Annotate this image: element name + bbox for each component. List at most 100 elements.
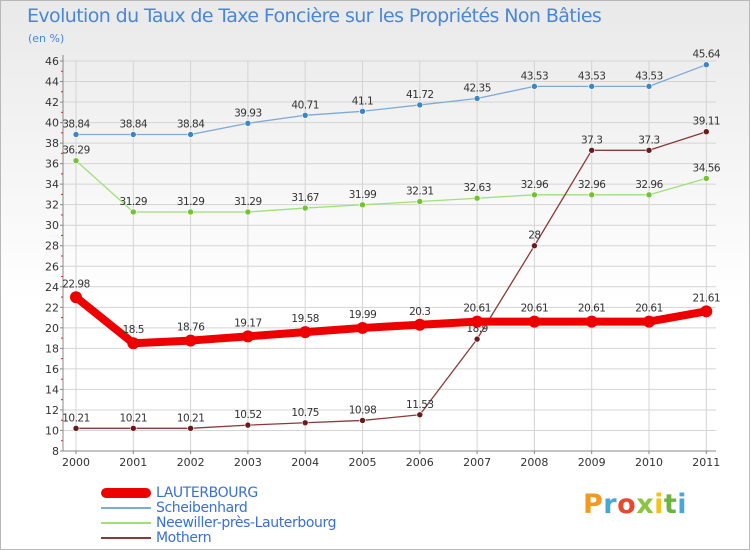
- data-label-mothern: 11.53: [406, 399, 434, 411]
- data-point-lauterbourg: [184, 334, 197, 347]
- legend-label: Mothern: [156, 530, 212, 546]
- legend-swatch-neewiller: [101, 522, 151, 524]
- data-point-mothern: [473, 335, 481, 343]
- data-point-neewiller-pr-s-lauterbourg: [416, 198, 424, 205]
- data-point-neewiller-pr-s-lauterbourg: [645, 191, 653, 199]
- proxiti-logo: Proxiti: [583, 489, 688, 520]
- series-line-mothern: [75, 131, 707, 429]
- y-tick-label: 12: [45, 404, 59, 417]
- data-point-mothern: [531, 242, 538, 250]
- data-point-lauterbourg: [241, 330, 254, 343]
- x-tick-label: 2009: [578, 456, 606, 469]
- data-point-mothern: [244, 421, 252, 429]
- data-point-lauterbourg: [299, 326, 312, 339]
- data-label-lauterbourg: 22.98: [62, 278, 90, 290]
- axes: 8 10 12 14 16 18 20 22 24 26 28 30 32 34 36 38 40 42 44 46 2…: [45, 55, 720, 469]
- data-label-lauterbourg: 19.99: [349, 309, 377, 321]
- data-label-mothern: 18.9: [466, 323, 487, 335]
- data-label-mothern: 10.75: [291, 407, 319, 419]
- x-tick-label: 2011: [692, 456, 720, 469]
- x-tick-label: 2004: [291, 456, 319, 469]
- y-tick-label: 32: [45, 199, 59, 212]
- data-point-mothern: [187, 425, 194, 432]
- x-tick-label: 2005: [349, 456, 377, 469]
- data-label-mothern: 39.11: [693, 116, 721, 128]
- data-point-lauterbourg: [643, 315, 655, 328]
- y-tick-label: 18: [45, 342, 59, 355]
- series-line-lauterbourg: [72, 293, 711, 348]
- y-tick-label: 42: [45, 96, 59, 109]
- data-point-lauterbourg: [700, 305, 713, 318]
- data-point-neewiller-pr-s-lauterbourg: [531, 191, 538, 199]
- data-label-lauterbourg: 20.3: [409, 306, 430, 318]
- data-label-mothern: 37.3: [581, 134, 602, 146]
- data-point-scheibenhard: [72, 131, 80, 138]
- series-line-scheibenhard: [75, 64, 707, 136]
- data-label-neewiller-pr-s-lauterbourg: 32.96: [521, 179, 549, 191]
- legend-swatch-mothern: [101, 537, 151, 539]
- data-label-lauterbourg: 18.5: [123, 324, 144, 336]
- legend-item-scheibenhard: Scheibenhard: [101, 500, 401, 516]
- data-label-neewiller-pr-s-lauterbourg: 32.63: [463, 182, 491, 194]
- y-tick-label: 38: [45, 137, 59, 150]
- data-label-scheibenhard: 43.53: [521, 70, 549, 82]
- y-tick-label: 28: [45, 240, 59, 253]
- series-lauterbourg: 22.98 18.5 18.76 19.17 19.58 19.99 20.3 20.61 20…: [62, 278, 721, 350]
- data-point-lauterbourg: [528, 315, 541, 328]
- data-label-neewiller-pr-s-lauterbourg: 31.29: [177, 196, 205, 208]
- data-point-mothern: [130, 425, 137, 432]
- x-tick-label: 2008: [520, 456, 548, 469]
- data-point-mothern: [416, 411, 424, 419]
- data-point-neewiller-pr-s-lauterbourg: [359, 201, 366, 209]
- data-point-lauterbourg: [127, 337, 140, 350]
- data-label-neewiller-pr-s-lauterbourg: 31.99: [349, 189, 377, 201]
- x-tick-label: 2003: [234, 456, 262, 469]
- data-point-lauterbourg: [356, 321, 369, 334]
- data-label-mothern: 10.21: [177, 412, 205, 424]
- data-point-mothern: [359, 417, 366, 424]
- data-point-mothern: [301, 419, 309, 427]
- data-point-scheibenhard: [301, 111, 309, 119]
- data-point-scheibenhard: [244, 119, 252, 127]
- data-point-lauterbourg: [70, 291, 82, 304]
- data-label-neewiller-pr-s-lauterbourg: 31.67: [291, 192, 319, 204]
- data-label-mothern: 28: [528, 230, 540, 242]
- series-neewiller-pr-s-lauterbourg: 36.29 31.29 31.29 31.29 31.67 31.99 32.31 32.63…: [62, 145, 721, 216]
- data-point-mothern: [645, 146, 653, 154]
- series-scheibenhard: 38.84 38.84 38.84 39.93 40.71 41.1 41.72 42.35 4…: [62, 49, 721, 138]
- data-point-scheibenhard: [359, 107, 366, 115]
- data-label-neewiller-pr-s-lauterbourg: 36.29: [62, 145, 90, 157]
- data-label-scheibenhard: 40.71: [291, 99, 319, 111]
- y-tick-label: 22: [45, 301, 59, 314]
- data-label-scheibenhard: 43.53: [578, 70, 606, 82]
- y-tick-label: 34: [45, 178, 59, 191]
- y-tick-label: 40: [45, 117, 59, 130]
- data-point-scheibenhard: [645, 83, 653, 90]
- data-point-scheibenhard: [531, 83, 538, 90]
- data-label-scheibenhard: 38.84: [120, 118, 148, 130]
- legend-item-lauterbourg: LAUTERBOURG: [101, 485, 401, 501]
- data-point-neewiller-pr-s-lauterbourg: [702, 175, 710, 182]
- grid: [63, 60, 716, 452]
- data-label-scheibenhard: 38.84: [177, 118, 205, 130]
- x-tick-label: 2001: [119, 456, 147, 469]
- y-tick-label: 20: [45, 322, 59, 335]
- data-point-neewiller-pr-s-lauterbourg: [473, 194, 481, 202]
- data-point-mothern: [72, 425, 80, 432]
- data-point-mothern: [588, 146, 596, 154]
- legend-label: LAUTERBOURG: [156, 485, 258, 501]
- y-tick-label: 10: [45, 424, 59, 437]
- data-label-lauterbourg: 21.61: [693, 292, 721, 304]
- data-point-neewiller-pr-s-lauterbourg: [72, 157, 80, 164]
- data-point-mothern: [702, 128, 710, 136]
- x-tick-label: 2000: [62, 456, 90, 469]
- y-tick-label: 26: [45, 260, 59, 273]
- series-group: 38.84 38.84 38.84 39.93 40.71 41.1 41.72 42.35 4…: [62, 49, 721, 432]
- y-tick-label: 16: [45, 363, 59, 376]
- y-tick-label: 44: [45, 76, 59, 89]
- legend-label: Scheibenhard: [156, 500, 248, 516]
- data-point-scheibenhard: [130, 131, 137, 138]
- data-label-scheibenhard: 39.93: [234, 107, 262, 119]
- data-point-scheibenhard: [473, 95, 481, 102]
- data-label-scheibenhard: 38.84: [62, 118, 90, 130]
